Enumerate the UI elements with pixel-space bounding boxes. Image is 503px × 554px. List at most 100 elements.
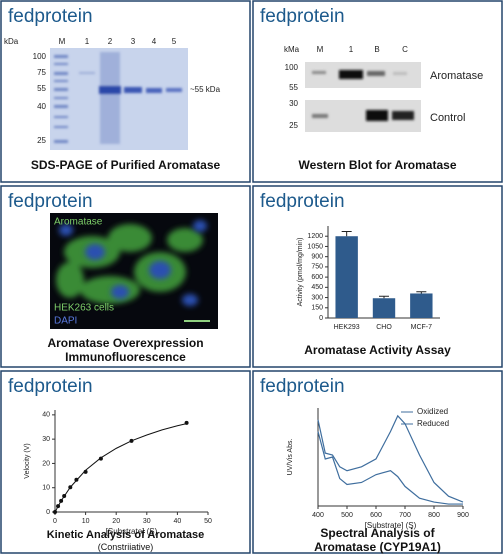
- lane-label: B: [374, 45, 379, 54]
- x-tick-label: 40: [174, 518, 182, 525]
- x-axis-label: [Substrate] (S): [106, 527, 158, 536]
- y-axis-label: Velocity (V): [24, 443, 31, 478]
- error-bar: [416, 291, 427, 294]
- caption: Aromatase Overexpression Immunofluoresce…: [47, 336, 204, 364]
- point: [56, 504, 61, 509]
- y-tick-label: 450: [311, 284, 323, 291]
- marker-label: 55: [289, 83, 298, 92]
- legend-label: Reduced: [417, 419, 449, 428]
- point: [83, 469, 88, 474]
- lane-label: M: [317, 45, 324, 54]
- legend-label: Oxidized: [417, 407, 448, 416]
- lane-label: M: [59, 37, 66, 46]
- x-tick-label: 30: [143, 518, 151, 525]
- row-label: Control: [430, 112, 465, 124]
- fluorescence-image: [50, 213, 218, 329]
- image-label: DAPI: [54, 316, 77, 327]
- caption-title: Kinetic Analysis of Aromatase: [46, 529, 205, 541]
- lane-label: 1: [349, 45, 354, 54]
- bar: [335, 236, 358, 318]
- point: [74, 477, 79, 482]
- y-tick-label: 900: [311, 254, 323, 261]
- caption: Western Blot for Aromatase: [298, 158, 457, 172]
- error-bar: [341, 230, 352, 237]
- series-line: [317, 431, 463, 505]
- lane-label: 1: [85, 37, 90, 46]
- marker-label: 100: [33, 52, 47, 61]
- y-tick-label: 30: [42, 436, 50, 443]
- point: [53, 510, 57, 514]
- point: [129, 438, 134, 443]
- brand: fedprotein: [260, 6, 345, 27]
- lane-label: 4: [152, 37, 157, 46]
- brand: fedprotein: [8, 6, 93, 27]
- point: [68, 485, 73, 490]
- caption: Aromatase Activity Assay: [304, 343, 451, 357]
- y-tick-label: 0: [46, 509, 50, 516]
- marker-label: 25: [37, 136, 46, 145]
- caption: Kinetic Analysis of Aromatase (Constriiat…: [0, 529, 251, 553]
- marker-label: 30: [289, 99, 298, 108]
- brand: fedprotein: [260, 376, 345, 397]
- marker-label: 40: [37, 102, 46, 111]
- x-tick-label: 10: [82, 518, 90, 525]
- y-tick-label: 750: [311, 264, 323, 271]
- x-tick-label: CHO: [376, 324, 392, 331]
- bar: [410, 293, 433, 318]
- y-tick-label: 1200: [307, 233, 323, 240]
- annotation: ~55 kDa: [190, 85, 221, 94]
- lane-label: C: [402, 45, 408, 54]
- y-axis-label: Activity (pmol/mg/min): [297, 238, 304, 307]
- sds-gel: [50, 48, 188, 150]
- point: [62, 493, 67, 498]
- fit-line: [54, 423, 187, 513]
- brand: fedprotein: [8, 376, 93, 397]
- lane-label: 5: [172, 37, 177, 46]
- caption-subtitle: (Constriiative): [97, 542, 154, 552]
- marker-label: 100: [285, 63, 299, 72]
- y-tick-label: 1050: [307, 243, 323, 250]
- western-blot: [305, 62, 421, 132]
- x-tick-label: 500: [341, 512, 353, 519]
- point: [98, 456, 103, 461]
- y-tick-label: 150: [311, 305, 323, 312]
- caption: SDS-PAGE of Purified Aromatase: [30, 158, 221, 172]
- bar: [372, 298, 396, 318]
- y-tick-label: 0: [319, 315, 323, 322]
- image-label: Aromatase: [54, 217, 103, 228]
- x-tick-label: 400: [312, 512, 324, 519]
- y-axis-label: UV/Vis Abs.: [287, 439, 294, 476]
- image-label: HEK263 cells: [54, 303, 114, 314]
- row-label: Aromatase: [430, 70, 483, 82]
- brand: fedprotein: [8, 191, 93, 212]
- x-axis-label: [Substrate] (S): [365, 521, 417, 530]
- error-bar: [379, 295, 389, 299]
- x-tick-label: HEK293: [334, 324, 360, 331]
- unit-label: kDa: [4, 37, 19, 46]
- x-tick-label: 20: [112, 518, 120, 525]
- lane-label: 2: [108, 37, 113, 46]
- x-tick-label: 900: [457, 512, 469, 519]
- series-line: [317, 414, 464, 503]
- y-tick-label: 40: [42, 412, 50, 419]
- y-tick-label: 10: [42, 485, 50, 492]
- x-tick-label: 0: [53, 518, 57, 525]
- x-tick-label: MCF-7: [411, 324, 432, 331]
- caption: Spectral Analysis of Aromatase (CYP19A1): [314, 526, 441, 554]
- marker-label: 55: [37, 84, 46, 93]
- y-tick-label: 300: [311, 294, 323, 301]
- x-tick-label: 50: [204, 518, 212, 525]
- unit-label: kMa: [284, 45, 300, 54]
- x-tick-label: 800: [428, 512, 440, 519]
- brand: fedprotein: [260, 191, 345, 212]
- marker-label: 75: [37, 68, 46, 77]
- y-tick-label: 20: [42, 460, 50, 467]
- x-tick-label: 700: [399, 512, 411, 519]
- marker-label: 25: [289, 121, 298, 130]
- x-tick-label: 600: [370, 512, 382, 519]
- point: [59, 498, 64, 503]
- point: [184, 420, 189, 425]
